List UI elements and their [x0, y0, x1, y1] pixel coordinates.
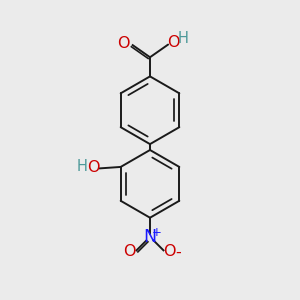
Text: O: O [123, 244, 136, 260]
Text: H: H [178, 31, 189, 46]
Text: O: O [167, 35, 180, 50]
Text: O: O [87, 160, 99, 175]
Text: H: H [77, 159, 88, 174]
Text: -: - [175, 244, 181, 260]
Text: +: + [152, 226, 161, 239]
Text: O: O [163, 244, 176, 260]
Text: O: O [117, 36, 130, 51]
Text: N: N [143, 228, 157, 246]
